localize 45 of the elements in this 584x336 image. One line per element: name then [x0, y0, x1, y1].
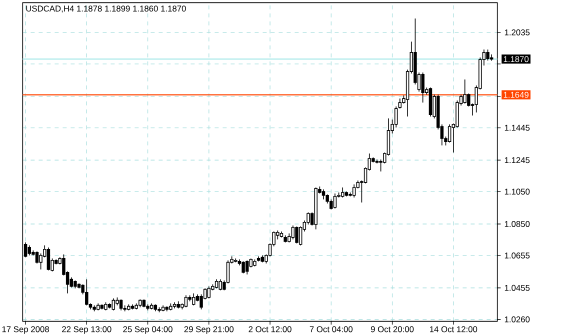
- y-tick-label: 1.1050: [504, 188, 530, 195]
- candlestick: [214, 278, 218, 289]
- candlestick: [242, 260, 245, 274]
- candlestick: [340, 187, 344, 198]
- chart-title: USDCAD,H4 1.1878 1.1899 1.1860 1.1870: [26, 6, 186, 13]
- x-tick-label: 17 Sep 2008: [2, 326, 49, 334]
- y-tick-label: 1.0260: [504, 316, 530, 322]
- candlestick: [207, 286, 211, 299]
- candlestick: [112, 298, 116, 311]
- candlestick: [394, 106, 398, 128]
- candlestick: [398, 98, 402, 109]
- ref-line-label: 1.1649: [504, 92, 529, 98]
- x-tick-label: 7 Oct 04:00: [310, 326, 353, 332]
- x-tick-label: 25 Sep 04:00: [123, 326, 172, 334]
- candlestick: [35, 250, 39, 264]
- candlestick: [184, 294, 188, 308]
- y-tick-label: 1.2035: [504, 29, 530, 36]
- candlestick: [333, 193, 337, 209]
- candlestick: [295, 226, 298, 244]
- y-tick-label: 1.0455: [504, 284, 530, 291]
- x-tick-label: 14 Oct 12:00: [430, 326, 478, 332]
- candlestick: [28, 244, 31, 256]
- candlestick: [192, 292, 196, 306]
- candlestick: [352, 184, 356, 198]
- candlestick: [218, 278, 222, 291]
- y-tick-label: 1.0655: [504, 252, 530, 259]
- candlestick: [421, 72, 424, 103]
- candlestick: [245, 260, 249, 275]
- y-tick-label: 1.1245: [504, 157, 530, 164]
- candlestick: [85, 278, 88, 306]
- candlestick: [46, 247, 50, 271]
- x-tick-label: 9 Oct 20:00: [370, 326, 414, 332]
- y-tick-label: 1.0850: [504, 221, 530, 227]
- candlestick: [463, 79, 466, 104]
- candlestick: [322, 189, 326, 200]
- candlestick: [119, 298, 123, 311]
- x-tick-label: 22 Sep 13:00: [62, 326, 112, 334]
- y-tick-label: 1.1445: [504, 124, 530, 131]
- x-tick-label: 2 Oct 12:00: [248, 326, 292, 332]
- candlestick: [298, 226, 302, 246]
- candlestick: [486, 49, 490, 61]
- candlestick: [448, 124, 452, 143]
- candlestick: [291, 225, 295, 240]
- x-tick-label: 29 Sep 21:00: [184, 326, 234, 334]
- ref-line-label: 1.1870: [504, 56, 529, 62]
